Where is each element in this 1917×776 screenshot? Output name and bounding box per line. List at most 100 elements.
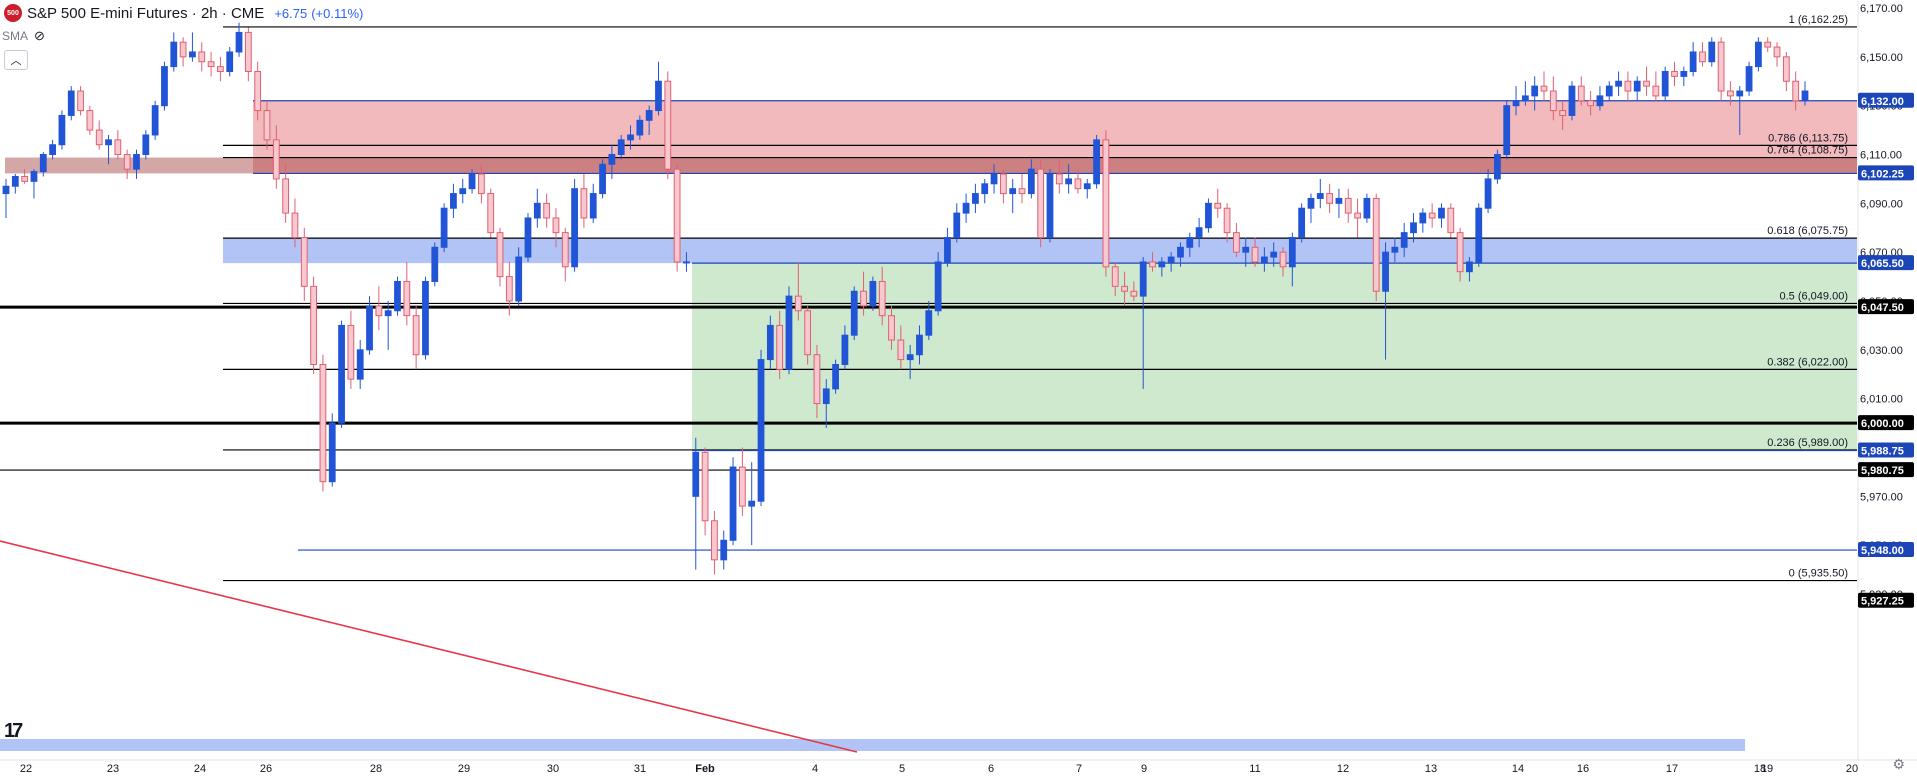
candle-body: [1568, 85, 1576, 116]
indicator-legend: SMA ⊘: [2, 28, 45, 44]
candle-body: [412, 315, 420, 356]
candle-body: [766, 324, 774, 361]
candle-body: [1214, 202, 1222, 209]
candle-body: [841, 334, 849, 365]
symbol-title[interactable]: S&P 500 E-mini Futures · 2h · CME: [27, 4, 265, 22]
candle-body: [972, 193, 979, 204]
candle-body: [738, 466, 746, 507]
candle-body: [1587, 100, 1595, 107]
candle-body: [1438, 207, 1445, 219]
candle-body: [608, 154, 616, 165]
sma-indicator-label[interactable]: SMA: [2, 29, 29, 43]
candle-body: [589, 193, 597, 219]
candle-body: [888, 315, 895, 341]
candle-body: [319, 363, 327, 483]
x-tick-label: 20: [1846, 763, 1858, 775]
resistance-band: [5, 157, 1857, 174]
price-label: 5,980.75: [1861, 465, 1904, 477]
candle-body: [599, 163, 606, 195]
candle-body: [310, 285, 317, 365]
eye-off-icon[interactable]: ⊘: [34, 28, 45, 43]
price-label: 5,988.75: [1861, 446, 1904, 458]
candle-body: [944, 237, 951, 263]
candle-body: [272, 139, 280, 180]
candle-body: [67, 90, 75, 116]
candle-body: [1410, 222, 1417, 234]
candle-body: [1531, 85, 1539, 97]
y-tick-label: 6,110.00: [1860, 150, 1902, 162]
candle-body: [347, 324, 355, 380]
candle-body: [1596, 95, 1604, 107]
candle-body: [1708, 41, 1716, 63]
candle-body: [21, 175, 29, 182]
candle-body: [1456, 232, 1464, 273]
candle-body: [692, 451, 700, 497]
candle-body: [1615, 80, 1622, 87]
candle-body: [105, 139, 112, 146]
x-tick-label: 6: [988, 763, 994, 775]
candle-body: [1764, 41, 1772, 48]
candle-body: [1447, 207, 1455, 234]
x-tick-label: 28: [370, 763, 382, 775]
candle-body: [1242, 246, 1250, 253]
candle-body: [1335, 197, 1343, 204]
candle-body: [916, 334, 923, 356]
candle-body: [1326, 193, 1334, 204]
y-tick-label: 6,030.00: [1860, 345, 1903, 357]
x-tick-label: 5: [899, 763, 905, 775]
x-tick-label: Feb: [695, 763, 715, 775]
tradingview-logo[interactable]: 17: [4, 720, 23, 742]
candle-body: [1354, 212, 1361, 219]
candle-body: [561, 232, 569, 268]
candle-body: [1736, 90, 1744, 97]
candle-body: [1782, 56, 1790, 82]
x-tick-label: 12: [1337, 763, 1349, 775]
gear-icon[interactable]: ⚙: [1892, 756, 1905, 772]
candle-body: [291, 212, 299, 239]
x-tick-label: 18: [1754, 763, 1766, 775]
candle-body: [123, 154, 131, 170]
price-label-bg: [1858, 462, 1914, 478]
candle-body: [636, 119, 644, 136]
candle-body: [338, 324, 345, 424]
candle-body: [11, 175, 19, 187]
fib-label: 1 (6,162.25): [1789, 14, 1848, 26]
y-tick-label: 6,150.00: [1860, 52, 1903, 64]
price-label-bg: [1858, 542, 1914, 558]
y-tick-label: 6,090.00: [1860, 198, 1903, 210]
candle-body: [477, 173, 485, 195]
x-tick-label: 11: [1249, 763, 1260, 775]
candle-body: [655, 80, 662, 112]
fib-label: 0.382 (6,022.00): [1767, 356, 1848, 368]
candle-body: [1093, 139, 1100, 185]
candle-body: [254, 70, 262, 112]
projection-zone: [692, 263, 1857, 451]
candle-body: [1419, 212, 1427, 224]
candle-body: [785, 295, 793, 370]
candle-body: [86, 110, 94, 131]
candle-body: [1186, 237, 1194, 248]
candle-body: [822, 388, 830, 405]
candle-body: [1121, 285, 1128, 292]
collapse-legend-button[interactable]: ︿: [4, 50, 28, 70]
candle-body: [1363, 197, 1371, 219]
candle-body: [1251, 246, 1259, 263]
candle-body: [552, 217, 560, 234]
symbol-logo[interactable]: 500: [4, 4, 22, 22]
candle-body: [617, 139, 625, 156]
candle-body: [906, 354, 914, 361]
candle-body: [757, 359, 765, 502]
chart-header: 500 S&P 500 E-mini Futures · 2h · CME +6…: [0, 0, 363, 26]
candle-body: [1680, 70, 1688, 77]
candle-body: [1177, 246, 1184, 258]
candle-body: [1755, 41, 1762, 68]
candle-body: [235, 31, 243, 53]
candle-body: [1018, 188, 1026, 195]
candle-body: [533, 202, 541, 219]
candle-body: [1074, 178, 1082, 190]
candle-body: [832, 363, 839, 390]
candle-body: [776, 324, 784, 370]
candle-body: [1288, 237, 1296, 268]
